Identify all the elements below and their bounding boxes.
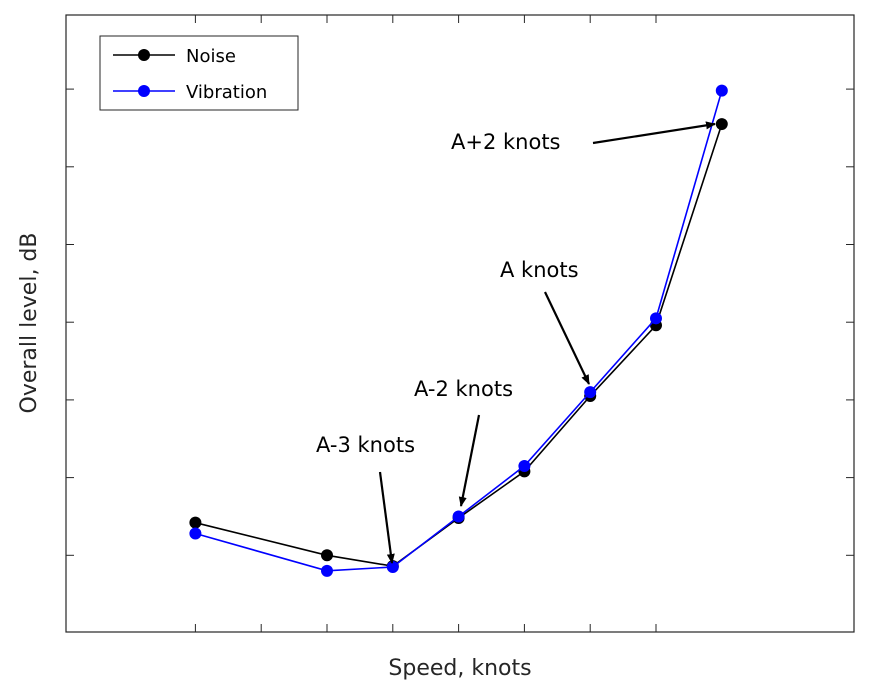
annotation-arrow-1 [458,414,481,507]
data-point-vibration-3 [452,510,465,523]
annotation-label-1: A-2 knots [414,377,513,401]
y-ticks [66,88,854,556]
data-point-noise-7 [715,118,728,131]
legend-marker-vibration [138,85,150,97]
series-line-vibration [195,90,723,572]
data-point-vibration-4 [518,459,531,472]
annotation-arrow-0 [378,471,395,564]
data-point-vibration-6 [650,312,662,325]
x-axis-label: Speed, knots [388,656,531,681]
annotation-label-3: A+2 knots [451,130,561,154]
legend-marker-noise [138,49,150,61]
data-point-vibration-0 [189,527,202,540]
legend-box [99,35,299,111]
data-point-noise-0 [189,516,202,529]
annotation-arrow-2 [544,291,590,385]
legend-label-noise: Noise [186,46,236,67]
annotation-label-0: A-3 knots [316,433,415,457]
series-layer [189,84,728,577]
y-axis-label: Overall level, dB [17,233,42,414]
data-point-vibration-7 [715,84,728,97]
data-point-noise-1 [321,549,333,562]
annotation-arrow-3 [592,121,716,145]
annotation-label-2: A knots [500,258,579,282]
data-point-vibration-1 [321,564,333,577]
legend-label-vibration: Vibration [186,82,267,103]
annotation-layer: A-3 knots A-2 knots A knots A+2 knots [316,121,716,564]
x-ticks [194,15,657,632]
legend: Noise Vibration [99,35,299,111]
data-point-vibration-5 [584,386,597,399]
series-line-noise [195,123,723,568]
